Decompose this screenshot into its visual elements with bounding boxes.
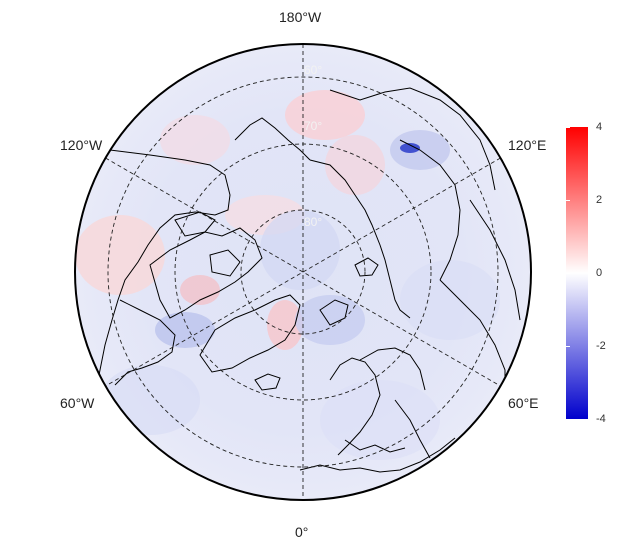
colorbar-tick-label: 0 [596, 267, 603, 279]
colorbar-tick-label: 2 [596, 194, 603, 206]
lat-label-80: 80° [304, 215, 322, 229]
colorbar-tick-mark [566, 346, 570, 347]
colorbar-tick-mark [566, 127, 570, 128]
lon-label-120w: 120°W [60, 137, 103, 153]
map-boundary [74, 43, 532, 501]
lon-label-0: 0° [295, 524, 309, 540]
colorbar-tick-mark [566, 200, 570, 201]
colorbar-tick-label: -4 [596, 413, 606, 425]
lat-label-70: 70° [304, 119, 322, 133]
lat-label-60: 60° [304, 63, 322, 77]
colorbar-tick-label: -2 [596, 340, 606, 352]
colorbar-tick-label: 4 [596, 121, 603, 133]
lon-label-120e: 120°E [508, 137, 547, 153]
lon-label-60w: 60°W [60, 395, 95, 411]
colorbar-tick-mark [566, 419, 570, 420]
lon-label-180w: 180°W [279, 9, 322, 25]
colorbar-tick-mark [566, 273, 570, 274]
lon-label-60e: 60°E [508, 395, 539, 411]
colorbar [566, 127, 588, 419]
graticule [105, 44, 501, 500]
coastlines [94, 87, 521, 473]
